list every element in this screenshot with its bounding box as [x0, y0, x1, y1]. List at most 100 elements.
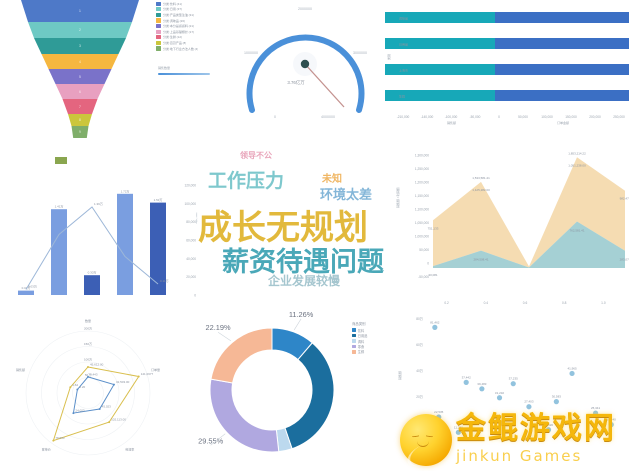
legend-swatch	[352, 339, 357, 343]
legend-label: 分类:饮料 (41)	[163, 1, 183, 6]
combo-legend-swatch[interactable]	[55, 157, 67, 164]
bar-category: 生鲜	[399, 94, 405, 99]
funnel-stage-label: 5	[78, 74, 82, 79]
bar-right	[495, 12, 629, 23]
legend-swatch	[352, 333, 357, 338]
word-cloud-term[interactable]: 工资	[196, 212, 199, 224]
donut-percent-label: 29.55%	[198, 436, 223, 445]
bar-left	[385, 64, 495, 75]
funnel-legend-item[interactable]: 分类:百貨产品 (8)	[156, 40, 218, 46]
funnel-legend-item[interactable]: 分类:地下行业方法人数 (4)	[156, 46, 218, 52]
bar-left	[385, 12, 495, 23]
radar-series	[52, 366, 140, 442]
scatter-point-label: 37,442	[462, 375, 472, 379]
word-cloud-term[interactable]: 工作压力	[208, 171, 285, 192]
scatter-point-label: 39,483	[477, 382, 487, 386]
word-cloud-term[interactable]: 薪资待遇问题	[222, 247, 384, 277]
funnel-stage: 7	[62, 99, 98, 114]
funnel-legend-item[interactable]: 分类:调味品 (26)	[156, 18, 218, 24]
combo-bar-label: 0.04万	[22, 286, 31, 290]
scatter-x-tick: 1.0	[601, 301, 606, 305]
word-cloud-term[interactable]: 未知	[322, 174, 342, 185]
radar-axis-label: 客单价	[42, 446, 51, 451]
gauge-tick-4: 4000000	[321, 115, 335, 119]
scatter-point[interactable]	[510, 381, 516, 387]
donut-legend-item[interactable]: 日用品	[352, 333, 392, 338]
scatter-point[interactable]	[553, 399, 559, 405]
word-cloud-term[interactable]: 领导不公	[240, 151, 272, 160]
area-peak-label: 1,533,581.41	[472, 176, 490, 180]
scatter-point[interactable]	[455, 429, 461, 435]
combo-bar	[18, 290, 34, 295]
area-point-label: 762,581.41	[569, 228, 584, 232]
funnel-stage: 2	[28, 22, 132, 38]
scatter-point-label: 22,535	[434, 410, 444, 414]
scatter-point[interactable]	[496, 395, 503, 401]
gauge-value: 3.76亿万	[287, 79, 305, 86]
scatter-point-label: 13,020	[544, 423, 554, 427]
scatter-point-label: 31,232	[495, 391, 505, 395]
radar-point	[108, 421, 111, 424]
funnel-stage: 4	[41, 54, 119, 69]
scatter-point[interactable]	[436, 414, 442, 420]
funnel-legend-item[interactable]: 分类:日用 (37)	[156, 7, 218, 13]
area-y-tick: 1,100,000	[415, 208, 429, 212]
word-cloud-term[interactable]: 成长无规划	[198, 209, 368, 247]
scatter-point[interactable]	[545, 427, 552, 433]
funnel-legend-item[interactable]: 分类:生鲜 (12)	[156, 35, 218, 41]
x-tick: 150,000	[565, 115, 577, 119]
scatter-point[interactable]	[592, 410, 599, 416]
x-tick: -210,000	[397, 115, 410, 119]
scatter-point[interactable]	[608, 422, 614, 428]
scatter-point[interactable]	[569, 370, 575, 377]
scatter-y-tick: 40万	[416, 369, 423, 373]
scatter-point[interactable]	[432, 324, 438, 330]
x-tick: 100,000	[541, 115, 553, 119]
funnel-stage: 5	[48, 69, 112, 84]
funnel-legend-item[interactable]: 分类:饮料 (41)	[156, 1, 218, 7]
bar-left	[385, 38, 495, 49]
donut-legend-item[interactable]: 调料	[352, 338, 392, 344]
radar-axis-label: 数量	[85, 318, 91, 323]
area-y-tick: 1,300,000	[415, 154, 429, 158]
x-tick: 250,000	[613, 115, 625, 119]
scatter-y-tick: 60万	[416, 343, 423, 347]
donut-legend-item[interactable]: 零食	[352, 344, 392, 349]
funnel-legend-item[interactable]: 分类:本分是感感料 (21)	[156, 23, 218, 29]
scatter-point[interactable]	[463, 379, 469, 385]
donut-legend-item[interactable]: 生鲜	[352, 349, 392, 354]
scatter-point-label: 41,965	[567, 366, 577, 370]
funnel-stage-label: 1	[78, 9, 82, 13]
scatter-point[interactable]	[526, 404, 532, 410]
legend-label: 分类:生鲜 (12)	[163, 35, 183, 40]
legend-swatch	[156, 12, 161, 18]
radar-point	[137, 375, 140, 378]
legend-swatch	[156, 1, 161, 6]
funnel-stage: 6	[55, 84, 105, 99]
legend-swatch	[156, 35, 161, 40]
donut-slice[interactable]	[284, 342, 335, 450]
legend-label: 分类:上品基礎類計 (17)	[163, 29, 195, 34]
donut-slice[interactable]	[210, 327, 273, 384]
scatter-point-label: 27,403	[524, 400, 534, 404]
x-tick: 50,000	[518, 115, 528, 119]
legend-label: 分类:调味品 (26)	[163, 18, 186, 23]
word-cloud-term[interactable]: 企业发展较慢	[268, 274, 341, 288]
scatter-chart: 81,462 37,442 39,483 31,232 37,235 27,403 30,5…	[385, 290, 629, 471]
combo-line-label: 1.39万	[94, 202, 103, 206]
scatter-point-label: 25,341	[591, 406, 601, 410]
scatter-point-label: 11,280	[454, 425, 463, 429]
radar-point-label: 32,503.00	[116, 380, 130, 384]
word-cloud-term[interactable]: 环境太差	[320, 187, 373, 202]
bar-right	[495, 38, 629, 49]
radar-point-label: 4,443	[90, 372, 98, 376]
scatter-x-tick: 0.8	[562, 301, 567, 305]
legend-swatch	[156, 40, 161, 46]
donut-legend-item[interactable]: 饮料	[352, 328, 392, 333]
funnel-legend-item[interactable]: 分类:产品类型注油 (31)	[156, 12, 218, 18]
y-axis-title: 类别	[386, 54, 391, 60]
funnel-legend-item[interactable]: 分类:上品基礎類計 (17)	[156, 29, 218, 35]
scatter-point[interactable]	[479, 386, 485, 392]
area-y-tick: 1,000,000	[415, 235, 429, 239]
bar-left	[385, 90, 495, 101]
